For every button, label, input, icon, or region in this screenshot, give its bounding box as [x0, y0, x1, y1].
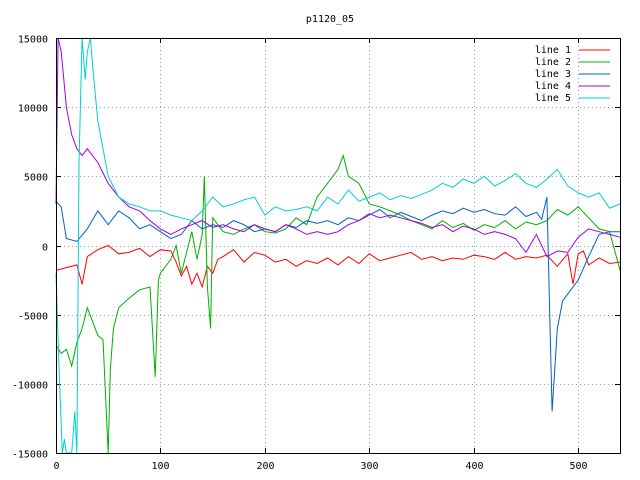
- series-line-2: [55, 153, 621, 454]
- x-tick-label: 400: [465, 461, 483, 472]
- series-line-3: [55, 196, 620, 412]
- x-tick-label: 100: [151, 461, 169, 472]
- legend-label-4: line 4: [535, 81, 571, 92]
- y-tick-label: -5000: [18, 312, 48, 323]
- legend-label-2: line 2: [535, 57, 571, 68]
- y-tick-label: -10000: [12, 381, 48, 392]
- y-tick-label: 10000: [18, 104, 48, 115]
- legend-label-1: line 1: [535, 45, 571, 56]
- chart-title: p1120_05: [306, 14, 354, 25]
- x-tick-label: 500: [569, 461, 587, 472]
- series-line-1: [55, 244, 621, 289]
- series-line-4: [55, 37, 621, 258]
- series-line-5: [55, 37, 621, 454]
- plot-frame: [56, 38, 621, 454]
- y-tick-label: -15000: [12, 450, 48, 461]
- tick-labels: 0 100 200 300 400 500 -15000 -10000 -5000 0 5000 10…: [12, 35, 588, 473]
- x-tick-label: 0: [53, 461, 59, 472]
- y-tick-label: 5000: [24, 173, 48, 184]
- x-tick-label: 200: [256, 461, 274, 472]
- y-tick-label: 0: [42, 243, 48, 254]
- legend-label-3: line 3: [535, 69, 571, 80]
- x-tick-label: 300: [360, 461, 378, 472]
- series-group: [55, 37, 621, 454]
- y-tick-label: 15000: [18, 35, 48, 46]
- legend-label-5: line 5: [535, 93, 571, 104]
